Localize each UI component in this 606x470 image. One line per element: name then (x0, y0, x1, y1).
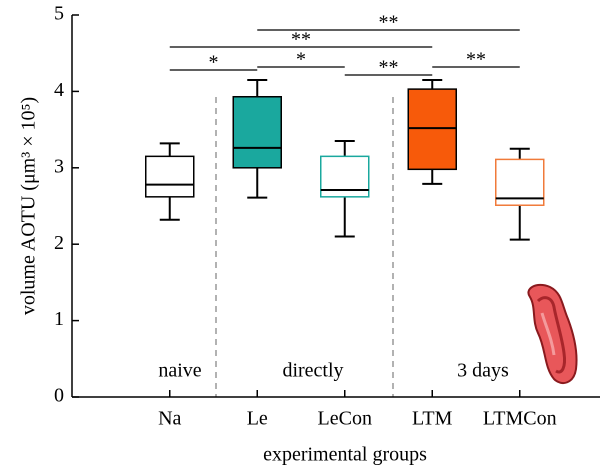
y-tick-label: 3 (54, 155, 64, 177)
box (232, 95, 282, 169)
y-tick-label: 0 (54, 385, 64, 407)
x-tick-label: LTMCon (483, 408, 557, 430)
significance-label: ** (291, 29, 311, 51)
significance-label: ** (466, 49, 486, 71)
significance-label: * (209, 52, 219, 74)
x-tick-label: Na (158, 408, 181, 430)
y-tick-label: 5 (54, 3, 64, 25)
significance-label: * (296, 49, 306, 71)
brain-icon (527, 283, 578, 385)
box (145, 155, 195, 198)
y-tick-label: 1 (54, 308, 64, 330)
x-axis-label: experimental groups (263, 444, 427, 466)
y-tick-label: 4 (54, 79, 64, 101)
significance-label: ** (379, 57, 399, 79)
y-tick-label: 2 (54, 232, 64, 254)
x-tick-label: LeCon (318, 408, 372, 430)
x-tick-label: LTM (412, 408, 453, 430)
x-tick-label: Le (247, 408, 268, 430)
group-label: naive (158, 360, 201, 382)
y-axis-label: volume AOTU (μm³ × 10⁵) (18, 97, 40, 315)
group-label: 3 days (457, 360, 509, 382)
group-label: directly (282, 360, 343, 382)
box (407, 88, 457, 171)
significance-label: ** (379, 12, 399, 34)
